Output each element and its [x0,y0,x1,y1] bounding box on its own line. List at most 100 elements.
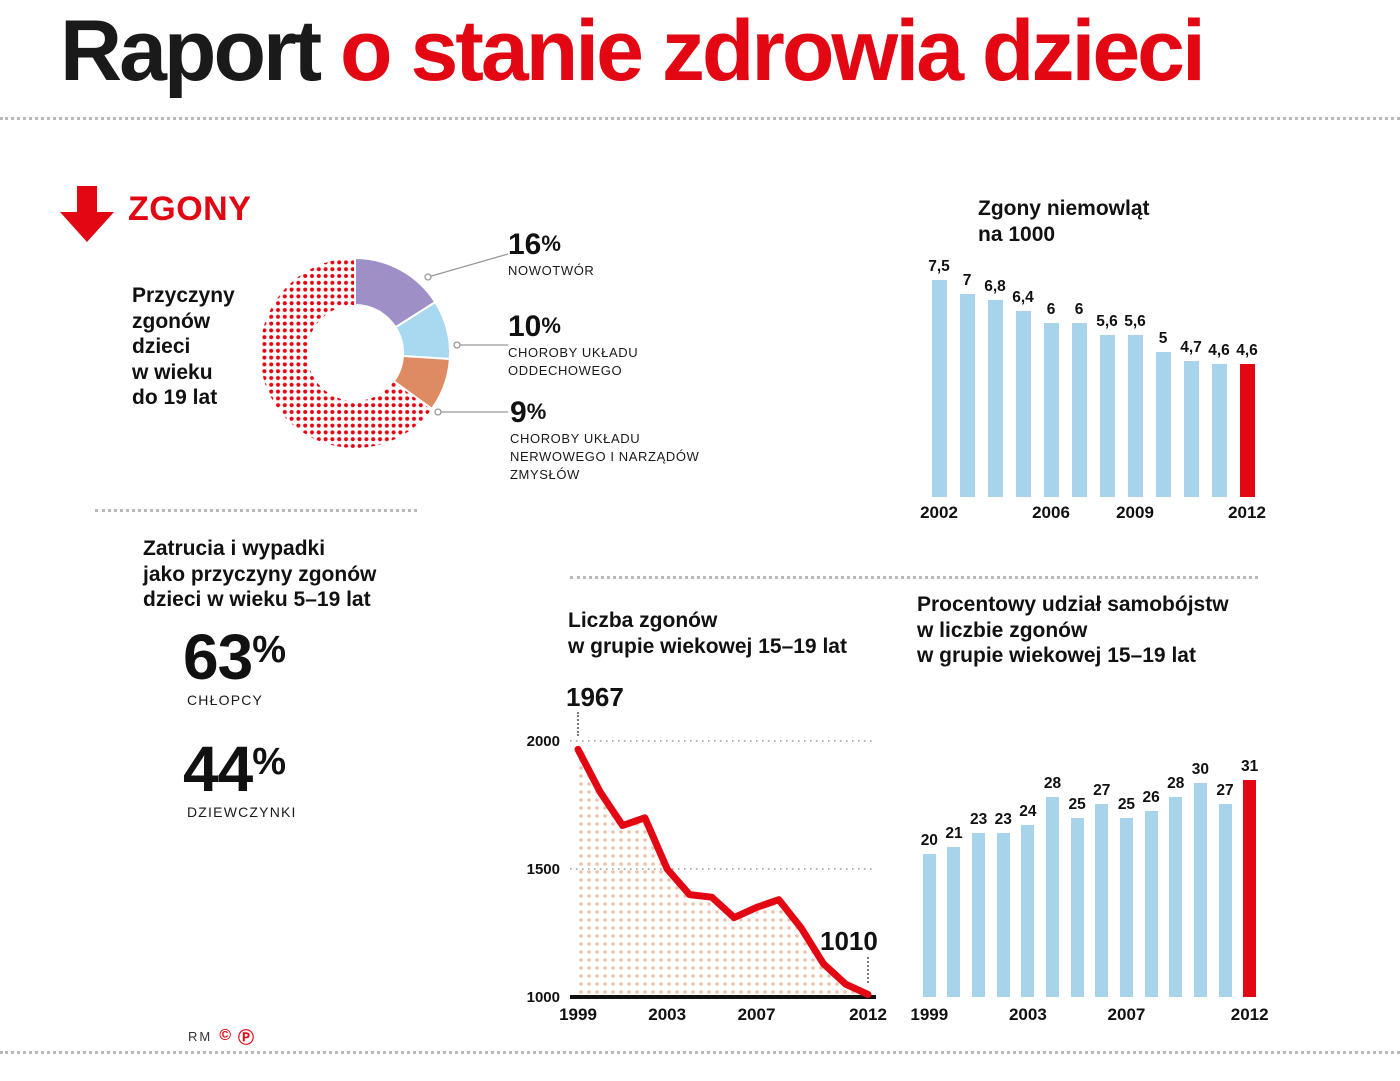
bar-column: 5,6 [1093,255,1121,497]
callout-number: 10 [508,310,542,343]
x-axis-label: 1999 [559,1005,597,1024]
bar-column: 28 [1163,758,1188,997]
x-axis-label: 2012 [1230,1005,1269,1024]
percent-sign: % [541,231,561,256]
bar-value-label: 27 [1093,781,1111,799]
bar-column: 6 [1037,255,1065,497]
bar-value-label: 6,8 [984,277,1006,295]
stats-caption: Zatrucia i wypadki jako przyczyny zgonów… [143,537,377,612]
percent-sign: % [526,399,547,424]
callout-oddechowy: 10% CHOROBY UKŁADU ODDECHOWEGO [508,310,638,380]
bar-value-label: 30 [1191,760,1209,778]
bar-column: 21 [942,758,967,997]
bar-column: 4,6 [1233,255,1261,497]
bar [931,279,947,497]
line-chart-plot [570,740,876,999]
bar [1021,825,1035,997]
bar [1183,360,1199,497]
bar-value-label: 20 [920,832,938,849]
y-axis-label: 2000 [526,733,560,750]
bar-column: 23 [966,758,991,997]
girls-percent: 44% [183,732,286,806]
callout-number: 16 [508,228,542,261]
bar [1193,782,1207,997]
bar-value-label: 7,5 [928,257,950,275]
bar-column: 30 [1188,758,1213,997]
x-axis-label: 2009 [1116,503,1154,522]
callout-value: 10% [508,310,638,344]
callout-value: 9% [510,396,699,430]
percent-sign: % [252,629,286,671]
bar-column: 27 [1213,758,1238,997]
bar [1070,818,1084,997]
x-axis-label: 2012 [1228,503,1266,522]
bar [1144,811,1158,997]
bar [1119,818,1133,997]
bar [1071,323,1087,497]
percent-sign: % [252,741,286,783]
bar [922,854,936,997]
callout-label: NOWOTWÓR [508,263,595,278]
x-axis-label: 2002 [920,503,958,522]
infant-chart-title: Zgony niemowląt na 1000 [978,197,1150,246]
rm-label: RM [188,1028,213,1044]
bar-value-label: 7 [962,272,972,289]
bar-column: 5 [1149,255,1177,497]
bar-value-label: 28 [1167,774,1185,792]
girls-number: 44 [183,733,253,805]
bar [987,299,1003,497]
boys-percent: 63% [183,620,286,694]
bar-value-label: 5,6 [1124,312,1146,330]
bar-value-label: 6 [1074,301,1084,318]
infant-chart-axis: 2002 2006 2009 2012 [920,503,1266,525]
bar-value-label: 21 [945,824,963,842]
x-axis-label: 2007 [737,1005,776,1024]
boys-number: 63 [183,621,253,693]
callout-label: CHOROBY UKŁADU NERWOWEGO I NARZĄDÓW ZMYS… [510,431,700,483]
bar [1155,352,1171,497]
separator-left [95,509,417,512]
bar [1169,796,1183,997]
separator-mid [570,576,1258,579]
bar-value-label: 4,7 [1180,338,1202,356]
bar-value-label: 24 [1019,803,1037,821]
bar [1239,363,1255,497]
bar-column: 4,6 [1205,255,1233,497]
donut-segment-nerwowy [392,354,451,411]
bar [1099,334,1115,497]
bar-column: 20 [917,758,942,997]
bar [1046,796,1060,997]
bar [996,832,1010,997]
annotation-end-connector [867,957,869,983]
bar-value-label: 4,6 [1208,341,1230,359]
bar [1015,311,1031,497]
down-arrow-icon [60,186,114,242]
line-chart-title: Liczba zgonów w grupie wiekowej 15–19 la… [568,609,847,658]
donut-segment-other [260,258,432,448]
bar-value-label: 28 [1043,774,1062,792]
separator-top [0,117,1400,120]
callout-nerwowy: 9% CHOROBY UKŁADU NERWOWEGO I NARZĄDÓW Z… [510,396,699,485]
percent-sign: % [541,313,561,338]
bar-value-label: 23 [969,810,988,828]
line-area-fill [578,749,868,997]
deaths-trend-line [574,745,872,998]
bar-column: 7 [953,255,981,497]
bar [1218,803,1232,997]
line-chart-axis: 1999 2003 2007 2012 [559,1005,887,1027]
bar-column: 24 [1016,758,1041,997]
bar-column: 23 [991,758,1016,997]
bar [1127,334,1143,497]
suicide-chart-title: Procentowy udział samobójstw w liczbie z… [917,593,1229,668]
bar-value-label: 23 [994,810,1012,828]
suicide-chart-axis: 1999 2003 2007 2012 [910,1005,1268,1027]
bar-column: 31 [1237,758,1262,997]
annotation-start-connector [577,712,579,736]
bar-column: 28 [1040,758,1065,997]
bar-column: 6,4 [1009,255,1037,497]
bar-column: 5,6 [1121,255,1149,497]
y-axis-label: 1000 [526,989,560,1006]
bar-column: 27 [1089,758,1114,997]
bar-column: 6,8 [981,255,1009,497]
